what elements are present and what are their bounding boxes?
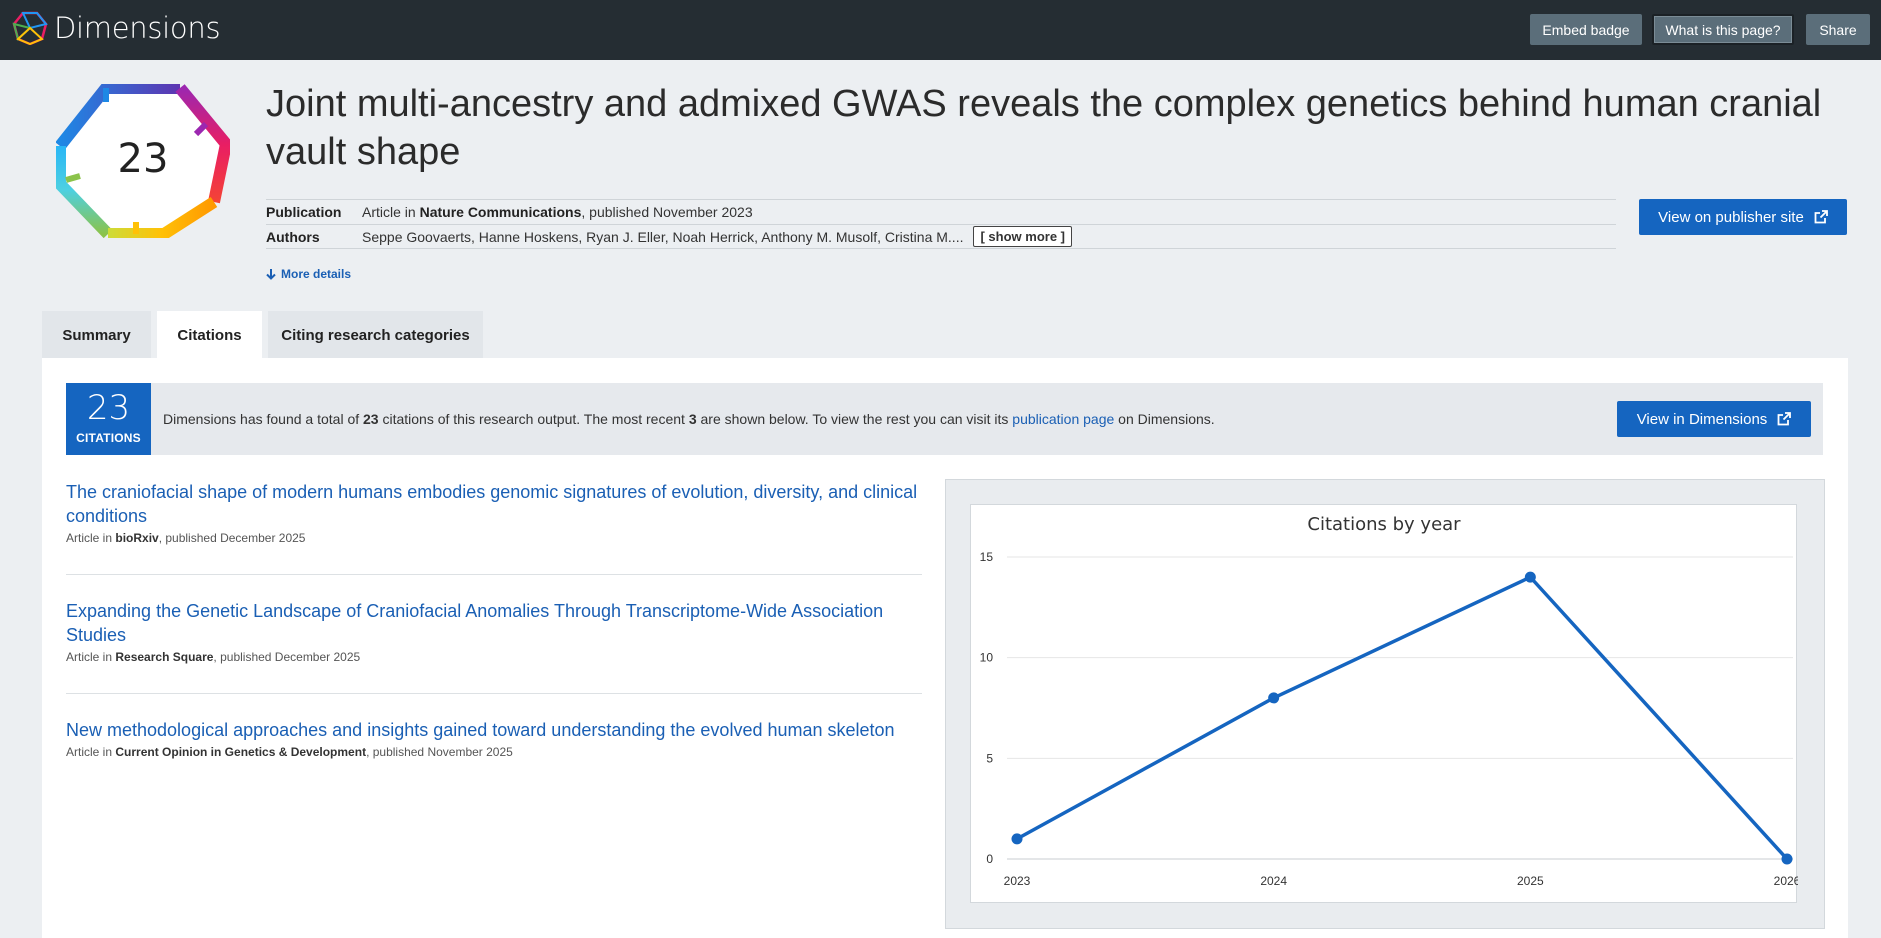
publication-suffix: , published November 2023 [581,204,753,220]
article-meta-prefix: Article in [66,745,116,759]
authors-value: Seppe Goovaerts, Hanne Hoskens, Ryan J. … [362,228,964,245]
view-in-dimensions-button[interactable]: View in Dimensions [1617,401,1811,437]
more-details-link[interactable]: More details [266,267,351,281]
article-meta-prefix: Article in [66,650,116,664]
app-name: Dimensions [54,11,221,45]
publication-value: Article in Nature Communications, publis… [362,204,753,220]
tab-summary[interactable]: Summary [42,311,151,359]
publication-page-link[interactable]: publication page [1012,411,1115,427]
data-point [1781,853,1793,865]
list-item: Expanding the Genetic Landscape of Crani… [66,599,922,664]
article-meta: Article in Current Opinion in Genetics &… [66,745,922,759]
y-tick-label: 10 [980,651,994,665]
page-title: Joint multi-ancestry and admixed GWAS re… [266,83,1822,173]
publication-prefix: Article in [362,204,420,220]
divider [66,574,922,575]
publication-row: Publication Article in Nature Communicat… [266,199,1616,224]
article-meta-suffix: , published December 2025 [158,531,306,545]
show-more-button[interactable]: [ show more ] [973,226,1072,247]
external-link-icon [1777,412,1792,426]
tab-citations[interactable]: Citations [157,311,262,359]
arrow-down-icon [266,268,276,280]
data-point [1268,692,1280,704]
article-meta-suffix: , published December 2025 [213,650,361,664]
divider [66,693,922,694]
y-tick-label: 5 [986,751,993,765]
top-bar: Dimensions Embed badge What is this page… [0,0,1881,60]
dimensions-logo[interactable]: Dimensions [12,11,221,45]
y-tick-label: 0 [986,852,993,866]
publication-meta: Publication Article in Nature Communicat… [266,199,1616,249]
what-is-this-page-button[interactable]: What is this page? [1652,14,1794,45]
article-title-link[interactable]: The craniofacial shape of modern humans … [66,482,918,526]
share-button[interactable]: Share [1806,14,1870,45]
article-meta: Article in bioRxiv, published December 2… [66,531,922,545]
article-journal: Current Opinion in Genetics & Developmen… [115,745,367,759]
citations-text-3: are shown below. To view the rest you ca… [696,411,1013,427]
citations-count-label: CITATIONS [76,431,141,445]
citations-total: 23 [363,411,379,427]
badge-count: 23 [118,136,169,182]
embed-badge-button[interactable]: Embed badge [1530,14,1642,45]
data-point [1524,571,1536,583]
citations-count-box: 23 CITATIONS [66,383,151,455]
article-journal: Research Square [115,650,214,664]
x-tick-label: 2024 [1260,874,1287,888]
citations-text-2: citations of this research output. The m… [378,411,689,427]
citations-count: 23 [86,388,131,428]
dimensions-badge-icon: 23 [54,82,232,240]
more-details-label: More details [281,267,352,281]
article-meta: Article in Research Square, published De… [66,650,922,664]
chart-title: Citations by year [1307,514,1461,535]
citations-summary-text: Dimensions has found a total of 23 citat… [163,411,1215,427]
view-in-dimensions-label: View in Dimensions [1636,410,1768,428]
citations-chart: Citations by year 0 5 10 15 2023 2024 2025 2026 [970,504,1798,903]
authors-row: Authors Seppe Goovaerts, Hanne Hoskens, … [266,224,1616,249]
article-title-link[interactable]: New methodological approaches and insigh… [66,720,895,740]
x-tick-label: 2025 [1517,874,1544,888]
y-tick-label: 15 [980,550,994,564]
publication-label: Publication [266,204,342,220]
view-on-publisher-button[interactable]: View on publisher site [1639,199,1847,235]
citations-text-1: Dimensions has found a total of [163,411,364,427]
list-item: New methodological approaches and insigh… [66,718,922,759]
journal-name: Nature Communications [419,204,582,220]
list-item: The craniofacial shape of modern humans … [66,480,922,545]
external-link-icon [1814,210,1828,224]
citations-recent: 3 [688,411,697,427]
x-tick-label: 2026 [1774,874,1798,888]
citations-chart-svg: Citations by year 0 5 10 15 2023 2024 2025 2026 [980,514,1798,888]
article-journal: bioRxiv [115,531,159,545]
x-tick-label: 2023 [1004,874,1031,888]
tab-citing-research-categories[interactable]: Citing research categories [268,311,483,359]
article-meta-prefix: Article in [66,531,116,545]
data-point [1011,833,1023,845]
altmetric-badge[interactable]: 23 [54,82,232,240]
dimensions-logo-icon [12,11,48,45]
article-meta-suffix: , published November 2025 [366,745,513,759]
authors-label: Authors [266,228,320,245]
series-line [1016,575,1789,861]
citations-text-4: on Dimensions. [1114,411,1215,427]
article-title-link[interactable]: Expanding the Genetic Landscape of Crani… [66,601,884,645]
view-on-publisher-label: View on publisher site [1658,208,1804,226]
citations-banner [66,383,1823,455]
